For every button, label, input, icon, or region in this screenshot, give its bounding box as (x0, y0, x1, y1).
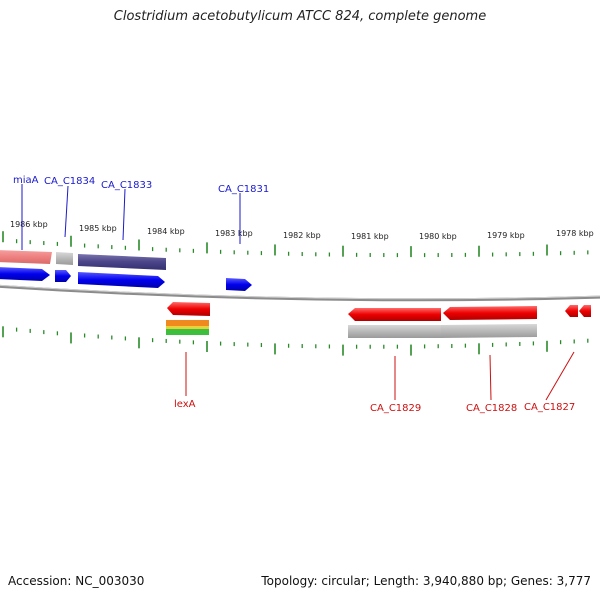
gene-label-miaA[interactable]: miaA (13, 175, 39, 186)
scale-labels: 1986 kbp 1985 kbp 1984 kbp 1983 kbp 1982… (10, 220, 594, 241)
gene-lexA-feature-orange[interactable] (166, 320, 209, 326)
gene-CA_C1827-arrow-a[interactable] (565, 305, 578, 317)
gene-CA_C1829-feature[interactable] (348, 325, 441, 338)
reverse-genes (167, 302, 591, 321)
gene-CA_C1831-arrow[interactable] (226, 278, 252, 291)
reverse-feature-band (166, 320, 537, 338)
leader-CA_C1828 (489, 354, 492, 401)
gene-label-CA_C1831[interactable]: CA_C1831 (218, 184, 269, 195)
scale-label: 1979 kbp (487, 231, 525, 240)
gene-label-CA_C1833[interactable]: CA_C1833 (101, 180, 152, 191)
leader-CA_C1834 (64, 185, 69, 238)
scale-label: 1978 kbp (556, 229, 594, 238)
gene-lexA-arrow[interactable] (167, 302, 210, 316)
genome-backbone-highlight (0, 284, 600, 300)
leader-CA_C1833 (122, 188, 126, 241)
forward-feature-band (0, 250, 166, 270)
gene-label-CA_C1829[interactable]: CA_C1829 (370, 403, 421, 414)
gene-miaA-arrow[interactable] (0, 267, 50, 281)
gene-CA_C1827-arrow-b[interactable] (579, 305, 591, 317)
gene-CA_C1829-arrow[interactable] (348, 308, 441, 321)
gene-lexA-feature-green[interactable] (166, 329, 209, 335)
genome-backbone (0, 284, 600, 302)
gene-miaA-feature[interactable] (0, 250, 52, 264)
gene-CA_C1828-feature[interactable] (441, 324, 537, 338)
gene-CA_C1833-arrow[interactable] (78, 272, 165, 288)
scale-label: 1982 kbp (283, 231, 321, 240)
gene-label-lexA[interactable]: lexA (174, 399, 196, 410)
scale-label: 1985 kbp (79, 224, 117, 233)
scale-label: 1980 kbp (419, 232, 457, 241)
reverse-gene-labels: lexA CA_C1829 CA_C1828 CA_C1827 (174, 399, 575, 414)
scale-label: 1986 kbp (10, 220, 48, 229)
genome-summary-text: Topology: circular; Length: 3,940,880 bp… (261, 574, 591, 588)
label-leaders (21, 184, 575, 401)
gene-label-CA_C1834[interactable]: CA_C1834 (44, 176, 95, 187)
scale-ticks-bottom (2, 326, 589, 356)
scale-label: 1984 kbp (147, 227, 185, 236)
forward-gene-labels: miaA CA_C1834 CA_C1833 CA_C1831 (13, 175, 269, 195)
gene-label-CA_C1827[interactable]: CA_C1827 (524, 402, 575, 413)
gene-CA_C1834-arrow[interactable] (55, 270, 71, 282)
forward-genes (0, 267, 252, 291)
gene-lexA-feature-yellow[interactable] (166, 326, 209, 329)
gene-label-CA_C1828[interactable]: CA_C1828 (466, 403, 517, 414)
scale-label: 1981 kbp (351, 232, 389, 241)
leader-CA_C1827 (545, 351, 575, 401)
gene-CA_C1833-feature[interactable] (78, 254, 166, 270)
page-title: Clostridium acetobutylicum ATCC 824, com… (113, 9, 487, 24)
gene-CA_C1828-arrow[interactable] (443, 306, 537, 320)
accession-text: Accession: NC_003030 (8, 574, 145, 588)
gene-CA_C1834-feature[interactable] (56, 252, 73, 265)
scale-label: 1983 kbp (215, 229, 253, 238)
scale-ticks-top (2, 231, 589, 258)
